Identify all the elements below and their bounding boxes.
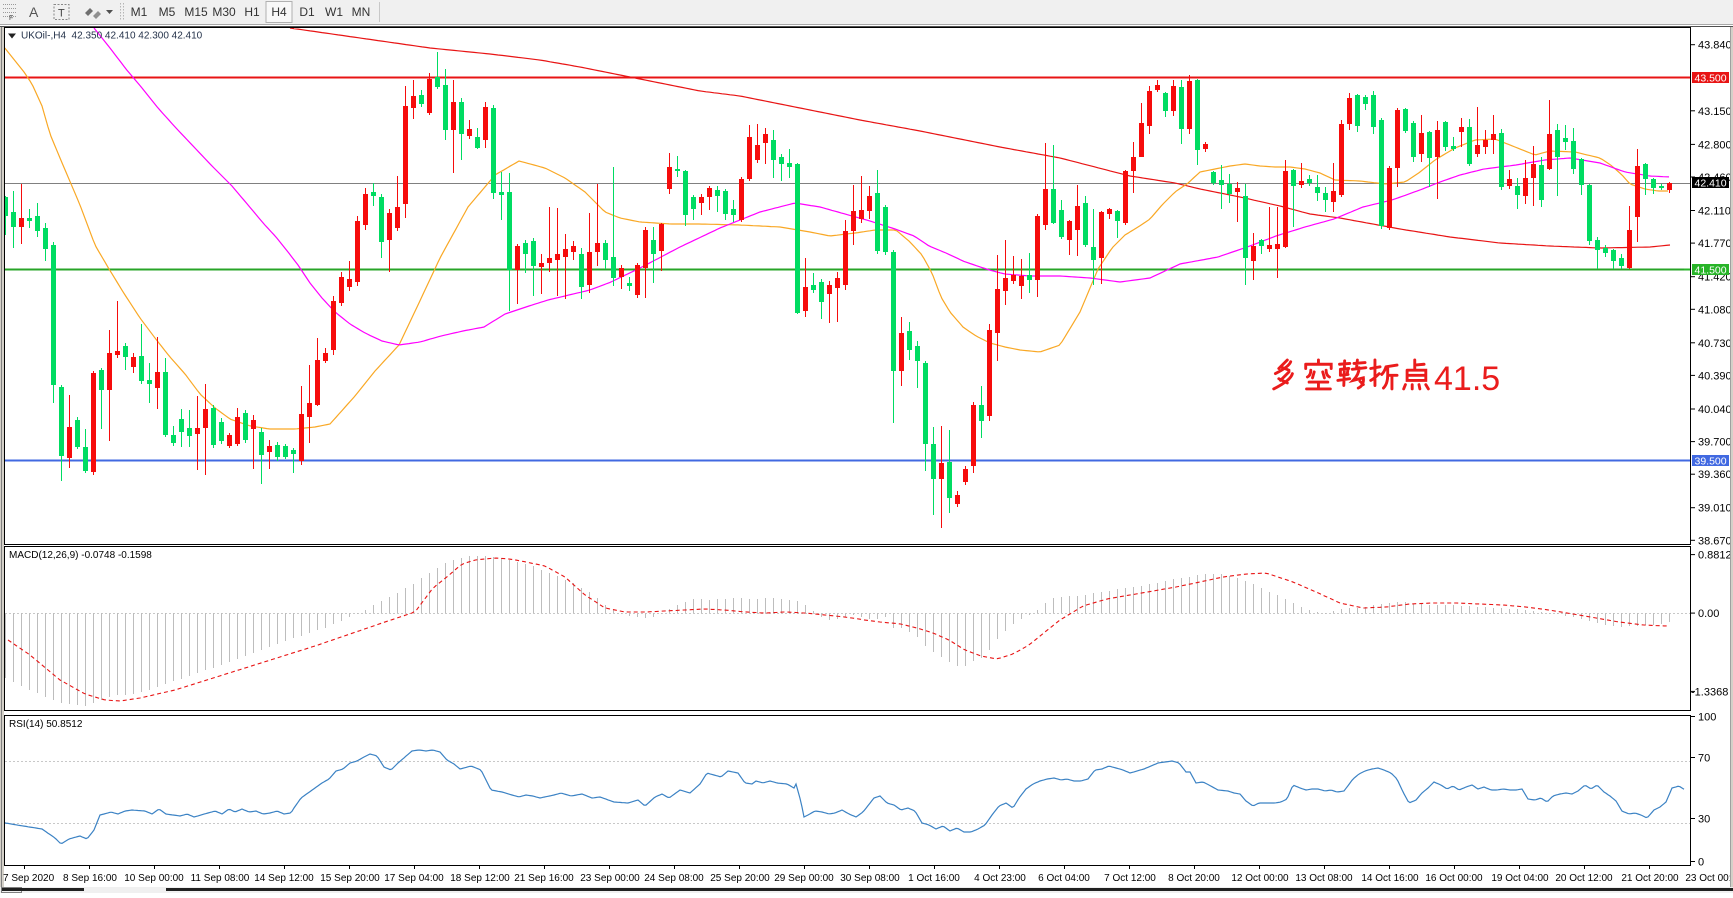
svg-text:39.010: 39.010 (1698, 503, 1732, 515)
svg-text:20 Oct 12:00: 20 Oct 12:00 (1555, 873, 1613, 884)
svg-text:40.040: 40.040 (1698, 404, 1732, 416)
svg-text:41.500: 41.500 (1695, 265, 1727, 277)
svg-text:39.700: 39.700 (1698, 437, 1732, 449)
svg-text:W1: W1 (325, 5, 343, 19)
svg-text:12 Oct 00:00: 12 Oct 00:00 (1231, 873, 1289, 884)
svg-text:15 Sep 20:00: 15 Sep 20:00 (320, 873, 380, 884)
svg-text:6 Oct 04:00: 6 Oct 04:00 (1038, 873, 1090, 884)
svg-text:F: F (9, 15, 13, 22)
svg-text:8 Oct 20:00: 8 Oct 20:00 (1168, 873, 1220, 884)
svg-text:43.840: 43.840 (1698, 40, 1732, 52)
svg-text:D1: D1 (299, 5, 315, 19)
svg-text:40.730: 40.730 (1698, 338, 1732, 350)
svg-text:-1.3368: -1.3368 (1691, 686, 1728, 698)
svg-text:M30: M30 (212, 5, 236, 19)
svg-text:14 Sep 12:00: 14 Sep 12:00 (254, 873, 314, 884)
svg-text:100: 100 (1698, 712, 1716, 724)
svg-text:H4: H4 (271, 5, 287, 19)
svg-text:30: 30 (1698, 814, 1710, 826)
svg-text:23 Sep 00:00: 23 Sep 00:00 (580, 873, 640, 884)
svg-text:MACD(12,26,9) -0.0748 -0.1598: MACD(12,26,9) -0.0748 -0.1598 (9, 550, 152, 561)
svg-text:24 Sep 08:00: 24 Sep 08:00 (644, 873, 704, 884)
svg-text:40.390: 40.390 (1698, 370, 1732, 382)
svg-text:23 Oct 00:00: 23 Oct 00:00 (1685, 873, 1733, 884)
svg-text:42.800: 42.800 (1698, 139, 1732, 151)
svg-text:7 Oct 12:00: 7 Oct 12:00 (1104, 873, 1156, 884)
svg-text:A: A (29, 4, 39, 20)
svg-text:13 Oct 08:00: 13 Oct 08:00 (1295, 873, 1353, 884)
svg-text:M5: M5 (159, 5, 176, 19)
svg-text:30 Sep 08:00: 30 Sep 08:00 (840, 873, 900, 884)
svg-text:T: T (58, 8, 65, 20)
svg-text:42.410: 42.410 (1695, 178, 1727, 190)
svg-text:M15: M15 (184, 5, 208, 19)
svg-text:21 Sep 16:00: 21 Sep 16:00 (514, 873, 574, 884)
svg-text:41.5: 41.5 (1434, 360, 1500, 398)
svg-text:H1: H1 (244, 5, 260, 19)
svg-text:4 Oct 23:00: 4 Oct 23:00 (974, 873, 1026, 884)
svg-text:43.500: 43.500 (1695, 73, 1727, 85)
svg-text:18 Sep 12:00: 18 Sep 12:00 (450, 873, 510, 884)
svg-text:RSI(14) 50.8512: RSI(14) 50.8512 (9, 719, 83, 730)
svg-text:1 Oct 16:00: 1 Oct 16:00 (908, 873, 960, 884)
svg-text:M1: M1 (131, 5, 148, 19)
svg-text:42.110: 42.110 (1698, 206, 1731, 218)
svg-text:21 Oct 20:00: 21 Oct 20:00 (1621, 873, 1679, 884)
svg-text:14 Oct 16:00: 14 Oct 16:00 (1361, 873, 1419, 884)
svg-text:8 Sep 16:00: 8 Sep 16:00 (63, 873, 117, 884)
svg-text:17 Sep 04:00: 17 Sep 04:00 (384, 873, 444, 884)
svg-text:19 Oct 04:00: 19 Oct 04:00 (1491, 873, 1549, 884)
svg-text:11 Sep 08:00: 11 Sep 08:00 (191, 873, 250, 884)
svg-text:7 Sep 2020: 7 Sep 2020 (3, 873, 55, 884)
svg-text:0.8812: 0.8812 (1698, 550, 1732, 562)
svg-text:0.00: 0.00 (1698, 608, 1719, 620)
svg-text:43.150: 43.150 (1698, 106, 1732, 118)
svg-text:41.080: 41.080 (1698, 304, 1732, 316)
svg-text:39.360: 39.360 (1698, 469, 1732, 481)
svg-text:MN: MN (352, 5, 371, 19)
svg-text:41.770: 41.770 (1698, 238, 1732, 250)
svg-text:10 Sep 00:00: 10 Sep 00:00 (124, 873, 184, 884)
svg-text:29 Sep 00:00: 29 Sep 00:00 (774, 873, 834, 884)
svg-text:70: 70 (1698, 753, 1710, 765)
svg-text:25 Sep 20:00: 25 Sep 20:00 (710, 873, 770, 884)
svg-text:39.500: 39.500 (1695, 456, 1727, 468)
svg-text:0: 0 (1698, 857, 1704, 869)
svg-text:16 Oct 00:00: 16 Oct 00:00 (1425, 873, 1483, 884)
svg-text:UKOil-,H4 42.350 42.410 42.30: UKOil-,H4 42.350 42.410 42.300 42.410 (21, 31, 203, 42)
svg-text:38.670: 38.670 (1698, 535, 1732, 547)
